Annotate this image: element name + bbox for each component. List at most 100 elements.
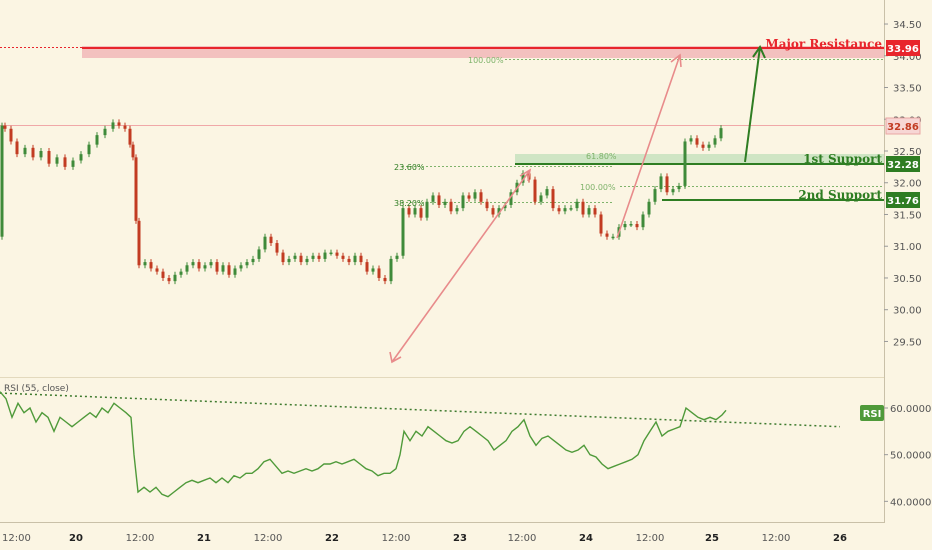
price-tick-label: 34.50 (893, 20, 922, 31)
rsi-line (0, 391, 727, 498)
candle-body (239, 265, 243, 269)
candle-body (413, 208, 417, 215)
price-pane[interactable] (0, 0, 884, 378)
candle-body (275, 243, 279, 253)
candle-body (359, 255, 363, 263)
candle-body (47, 150, 51, 164)
candle-body (533, 179, 537, 202)
candle-body (155, 268, 159, 272)
badge-first-support-text: 32.28 (887, 160, 919, 171)
price-tick-label: 29.50 (893, 337, 922, 348)
candle-body (329, 252, 333, 255)
badge-resistance (886, 40, 920, 56)
candle-body (575, 201, 579, 209)
price-tick-label: 31.50 (893, 210, 922, 221)
candle-body (3, 125, 7, 129)
candle-body (665, 176, 669, 193)
rsi-badge (860, 405, 884, 421)
candle-body (593, 208, 597, 215)
candle-body (509, 192, 513, 205)
time-tick-label: 24 (579, 533, 593, 544)
time-tick-label: 21 (197, 533, 211, 544)
candle-body (9, 128, 13, 142)
candle-body (179, 271, 183, 275)
candle-body (87, 144, 91, 155)
candle-body (293, 255, 297, 259)
candle-body (305, 258, 309, 263)
major-resistance-label: Major Resistance (765, 37, 882, 51)
candle-body (479, 192, 483, 202)
first-support-zone (515, 154, 884, 164)
time-tick-label: 12:00 (762, 533, 791, 544)
candle-body (623, 224, 627, 228)
price-tick-label: 31.00 (893, 242, 922, 253)
time-tick-label: 12:00 (126, 533, 155, 544)
candle-body (569, 208, 573, 210)
candle-body (437, 195, 441, 205)
candle-body (449, 201, 453, 212)
arrow-head-bottom (389, 351, 402, 364)
rsi-trendline (0, 392, 841, 428)
time-tick-label: 12:00 (254, 533, 283, 544)
candle-body (563, 208, 567, 212)
candle-body (677, 185, 681, 190)
candle-body (641, 214, 645, 228)
candle-body (485, 201, 489, 209)
badge-current (885, 117, 921, 135)
green-arrow-head (752, 44, 766, 59)
candle-body (173, 274, 177, 282)
green-breakout-arrow (744, 46, 761, 163)
candle-body (149, 262, 153, 269)
candle-body (117, 122, 121, 126)
candle-body (227, 265, 231, 275)
candle-body (581, 201, 585, 215)
time-tick-label: 12:00 (2, 533, 31, 544)
rsi-title: RSI (55, close) (4, 384, 69, 394)
candle-body (545, 189, 549, 196)
time-tick-label: 12:00 (508, 533, 537, 544)
candle-body (539, 195, 543, 202)
fib-label-61-8: 61.80% (586, 152, 617, 161)
candle-body (629, 224, 633, 226)
candle-body (401, 208, 405, 256)
candle-body (383, 277, 387, 282)
candle-body (317, 255, 321, 259)
time-tick-label: 12:00 (636, 533, 665, 544)
candle-body (719, 128, 723, 139)
price-axis[interactable]: 34.5034.0033.5033.0032.5032.0031.5031.00… (884, 20, 922, 348)
target-projection-arrow (616, 54, 681, 239)
candle-body (467, 195, 471, 199)
candle-body (203, 265, 207, 269)
candle-body (137, 220, 141, 266)
candle-body (407, 208, 411, 215)
candle-body (185, 265, 189, 272)
candle-body (551, 189, 555, 209)
price-tick-label: 30.50 (893, 274, 922, 285)
candle-body (161, 271, 165, 278)
candle-body (455, 208, 459, 212)
candle-body (701, 144, 705, 148)
candle-body (341, 255, 345, 259)
candle-body (79, 154, 83, 161)
rsi-pane[interactable] (0, 378, 884, 523)
candle-body (233, 268, 237, 275)
rsi-tick-label: 60.0000 (890, 404, 931, 415)
rsi-axis[interactable]: 60.0000 50.0000 40.0000 (884, 404, 931, 508)
candle-body (443, 201, 447, 205)
candle-body (503, 204, 507, 209)
candle-body (55, 157, 59, 164)
second-support-label: 2nd Support (798, 188, 882, 202)
badge-second-support-text: 31.76 (887, 196, 919, 207)
candle-body (0, 125, 4, 237)
candle-body (15, 141, 19, 155)
candle-body (635, 224, 639, 228)
candle-body (689, 138, 693, 142)
candle-body (287, 258, 291, 263)
fib-label-100-top: 100.00% (468, 56, 504, 65)
candle-body (419, 208, 423, 218)
time-tick-label: 20 (69, 533, 83, 544)
candle-body (395, 255, 399, 259)
time-axis[interactable]: 12:00 20 12:00 21 12:00 22 12:00 23 12:00 24 12:00… (2, 533, 847, 544)
time-tick-label: 26 (833, 533, 847, 544)
